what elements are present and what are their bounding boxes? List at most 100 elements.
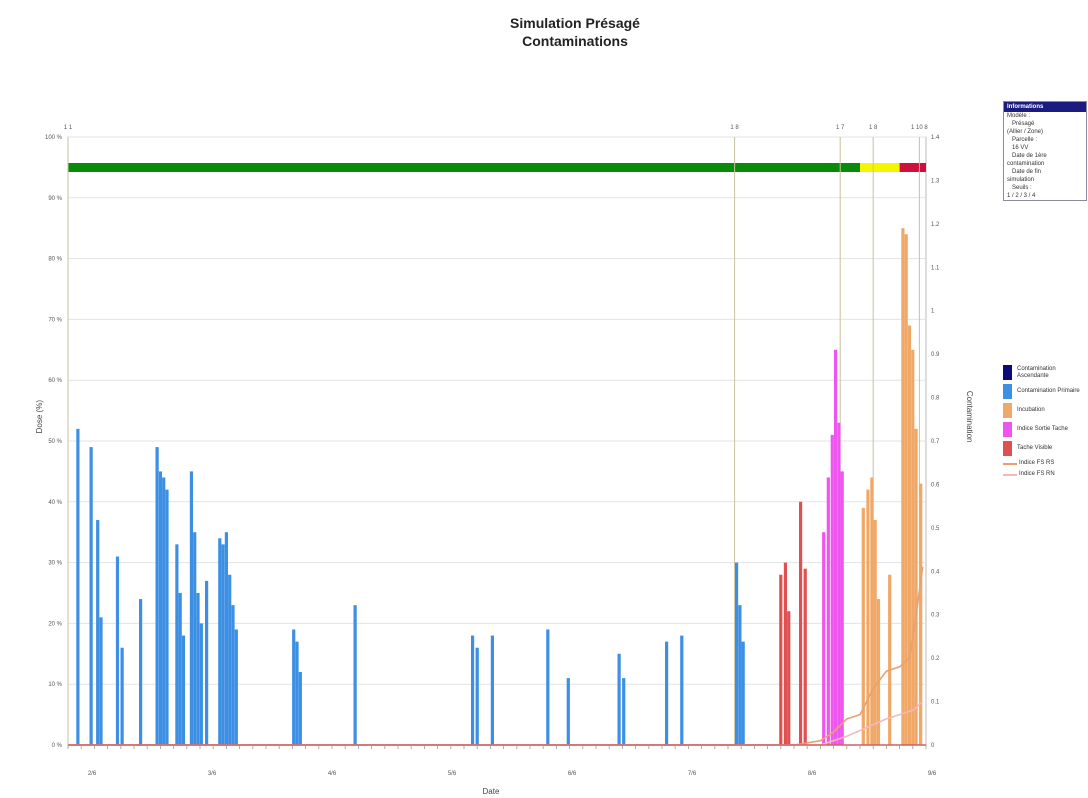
bar bbox=[158, 471, 162, 745]
bar bbox=[181, 635, 186, 745]
x-period-label: 2/6 bbox=[88, 771, 97, 777]
info-panel-row: (Allier / Zone) bbox=[1007, 129, 1044, 135]
legend-item: Indice FS RS bbox=[1003, 460, 1088, 467]
y-right-tick-label: 0.8 bbox=[931, 396, 940, 402]
info-panel-row: Date de fin bbox=[1012, 169, 1042, 175]
bar bbox=[76, 428, 80, 745]
y-right-tick-label: 0.5 bbox=[931, 526, 940, 532]
bar bbox=[218, 538, 222, 745]
y-left-axis-title: Dose (%) bbox=[35, 400, 44, 434]
y-right-tick-label: 0.2 bbox=[931, 656, 940, 662]
y-left-tick-label: 60 % bbox=[48, 378, 62, 384]
bar bbox=[221, 544, 225, 745]
info-panel-header: Informations bbox=[1004, 102, 1086, 112]
bar bbox=[295, 641, 299, 745]
y-left-tick-label: 80 % bbox=[48, 257, 62, 263]
bar bbox=[840, 471, 844, 745]
legend-swatch bbox=[1003, 473, 1017, 476]
info-panel: Informations Modèle : Présagé (Allier / Zo… bbox=[1003, 101, 1087, 201]
y-right-axis-title: Contamination bbox=[965, 391, 974, 443]
legend-label: Indice Sortie Tache bbox=[1017, 426, 1068, 432]
bar bbox=[876, 599, 881, 745]
bar bbox=[734, 562, 739, 745]
y-left-tick-label: 70 % bbox=[48, 317, 62, 323]
x-axis-title: Date bbox=[483, 787, 500, 796]
y-right-tick-label: 0.4 bbox=[931, 569, 940, 575]
bar bbox=[234, 629, 238, 745]
y-left-tick-label: 50 % bbox=[48, 439, 62, 445]
y-right-tick-label: 0 bbox=[931, 743, 935, 749]
bar bbox=[298, 672, 302, 745]
bar bbox=[115, 556, 120, 745]
bar bbox=[830, 434, 834, 745]
info-panel-row: 1 / 2 / 3 / 4 bbox=[1007, 193, 1036, 199]
bar bbox=[779, 574, 783, 745]
bar bbox=[199, 623, 203, 745]
chart-title-line2: Contaminations bbox=[522, 33, 628, 49]
vertical-marker-label: 1 7 bbox=[836, 125, 845, 131]
legend-item: Incubation bbox=[1003, 403, 1088, 418]
bar bbox=[139, 599, 143, 745]
bar bbox=[907, 325, 912, 745]
bar bbox=[680, 635, 684, 745]
y-right-tick-label: 0.6 bbox=[931, 482, 940, 488]
series-line bbox=[68, 700, 924, 746]
y-right-tick-label: 1.2 bbox=[931, 222, 940, 228]
legend-item: Indice Sortie Tache bbox=[1003, 422, 1088, 437]
info-panel-row: simulation bbox=[1007, 177, 1035, 183]
y-left-tick-label: 40 % bbox=[48, 500, 62, 506]
legend-label: Tache Visible bbox=[1017, 445, 1053, 451]
bar bbox=[89, 447, 93, 745]
y-right-tick-label: 1.3 bbox=[931, 178, 940, 184]
bar bbox=[911, 349, 915, 745]
stage-bar-segment bbox=[899, 163, 926, 172]
y-right-tick-label: 0.7 bbox=[931, 439, 940, 445]
bar bbox=[738, 605, 742, 745]
bar bbox=[870, 477, 874, 745]
bar bbox=[566, 678, 570, 745]
y-right-tick-label: 1 bbox=[931, 309, 935, 315]
bar bbox=[175, 544, 179, 745]
y-right-tick-label: 0.3 bbox=[931, 613, 940, 619]
bar bbox=[155, 447, 159, 745]
legend-label: Indice FS RN bbox=[1019, 471, 1055, 477]
bar bbox=[546, 629, 550, 745]
x-period-label: 7/6 bbox=[688, 771, 697, 777]
bar bbox=[822, 532, 826, 745]
y-right-tick-label: 1.1 bbox=[931, 265, 940, 271]
bar bbox=[617, 653, 621, 745]
bar bbox=[888, 574, 892, 745]
info-panel-row: contamination bbox=[1007, 161, 1045, 167]
bar bbox=[189, 471, 194, 745]
bar bbox=[120, 647, 124, 745]
legend: Contamination Ascendante Contamination Pr… bbox=[1003, 365, 1088, 482]
bar bbox=[96, 520, 100, 745]
y-left-tick-label: 30 % bbox=[48, 561, 62, 567]
stage-bar-segment bbox=[68, 163, 860, 172]
bar bbox=[873, 520, 877, 745]
bar bbox=[919, 483, 923, 745]
bar bbox=[904, 234, 908, 745]
y-left-tick-label: 0 % bbox=[52, 743, 63, 749]
legend-item: Contamination Ascendante bbox=[1003, 365, 1088, 380]
legend-item: Indice FS RN bbox=[1003, 471, 1088, 478]
bar bbox=[866, 489, 870, 745]
legend-swatch bbox=[1003, 422, 1012, 437]
bar bbox=[231, 605, 235, 745]
bar bbox=[803, 568, 807, 745]
y-right-tick-label: 0.1 bbox=[931, 700, 940, 706]
bar bbox=[901, 228, 905, 745]
bar bbox=[228, 574, 232, 745]
bar bbox=[224, 532, 228, 745]
info-panel-row: Présagé bbox=[1012, 121, 1035, 127]
vertical-marker-label: 1 8 bbox=[730, 125, 739, 131]
bar bbox=[178, 593, 182, 745]
x-period-label: 9/6 bbox=[928, 771, 937, 777]
y-left-tick-label: 10 % bbox=[48, 682, 62, 688]
bar bbox=[799, 501, 803, 745]
bar bbox=[787, 611, 791, 745]
chart-svg: 0 % 10 % 20 % 30 % 40 % 50 % 60 % 70 % 80 % 90 % 1… bbox=[35, 125, 974, 796]
info-panel-rows: Modèle : Présagé (Allier / Zone) Parcelle :… bbox=[1004, 112, 1086, 200]
bar bbox=[914, 428, 918, 745]
bar bbox=[165, 489, 169, 745]
